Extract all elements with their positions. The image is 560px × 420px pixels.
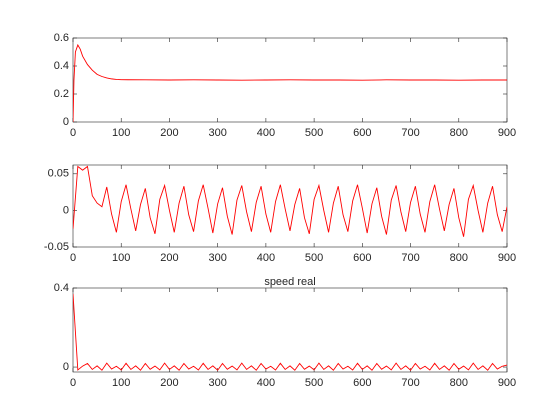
x-tick-label: 700: [401, 127, 419, 139]
chart-title: speed real: [264, 276, 315, 288]
data-line: [73, 165, 507, 237]
axes-box: [72, 287, 508, 373]
y-tick-label: 0: [63, 116, 69, 128]
x-tick-label: 500: [305, 127, 323, 139]
x-tick-label: 400: [257, 127, 275, 139]
x-tick-label: 800: [450, 127, 468, 139]
x-tick-label: 500: [305, 377, 323, 389]
x-tick-label: 600: [353, 252, 371, 264]
data-line: [73, 43, 507, 122]
data-line: [73, 293, 507, 371]
axes-box: [72, 164, 508, 248]
x-tick-label: 600: [353, 127, 371, 139]
x-tick-label: 0: [70, 377, 76, 389]
y-tick-label: 0: [63, 361, 69, 373]
x-tick-label: 100: [112, 252, 130, 264]
y-tick-label: 0.2: [54, 88, 69, 100]
y-tick-label: 0.6: [54, 32, 69, 44]
x-tick-label: 200: [160, 252, 178, 264]
x-tick-label: 900: [498, 127, 516, 139]
y-tick-label: -0.05: [44, 241, 69, 253]
x-tick-label: 800: [450, 252, 468, 264]
x-tick-label: 800: [450, 377, 468, 389]
x-tick-label: 300: [208, 252, 226, 264]
x-tick-label: 300: [208, 127, 226, 139]
x-tick-label: 0: [70, 252, 76, 264]
x-tick-label: 0: [70, 127, 76, 139]
x-tick-label: 200: [160, 377, 178, 389]
x-tick-label: 700: [401, 377, 419, 389]
x-tick-label: 400: [257, 377, 275, 389]
x-tick-label: 400: [257, 252, 275, 264]
x-tick-label: 500: [305, 252, 323, 264]
x-tick-label: 600: [353, 377, 371, 389]
y-tick-label: 0.4: [54, 60, 69, 72]
x-tick-label: 100: [112, 377, 130, 389]
y-tick-label: 0.05: [48, 168, 69, 180]
x-tick-label: 700: [401, 252, 419, 264]
y-tick-label: 0.4: [54, 282, 69, 294]
x-tick-label: 200: [160, 127, 178, 139]
x-tick-label: 300: [208, 377, 226, 389]
x-tick-label: 100: [112, 127, 130, 139]
x-tick-label: 900: [498, 377, 516, 389]
x-tick-label: 900: [498, 252, 516, 264]
y-tick-label: 0: [63, 204, 69, 216]
